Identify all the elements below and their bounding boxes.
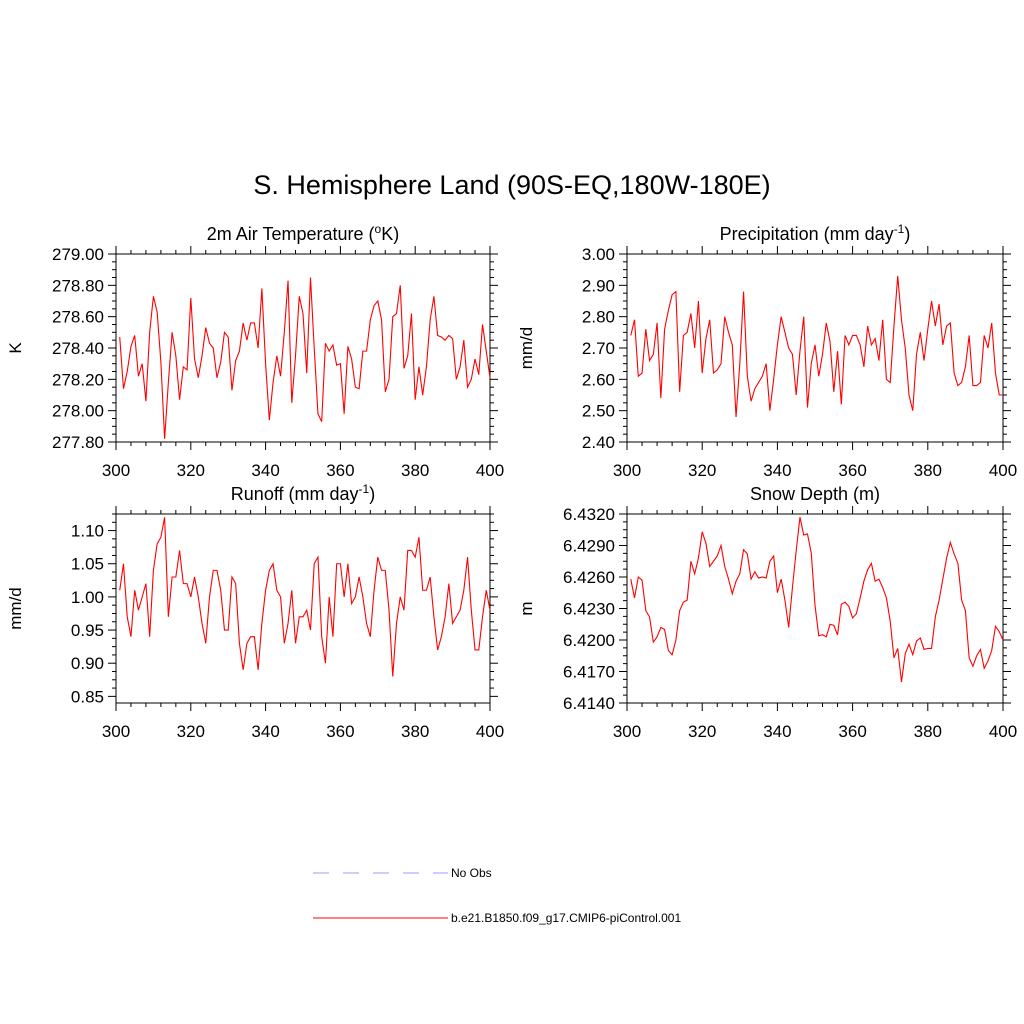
- precipitation-series-line: [630, 275, 1003, 417]
- snow-depth-panel-title-text: Snow Depth (m): [750, 484, 880, 504]
- runoff-panel-title-end: ): [369, 484, 375, 504]
- precipitation-y-tick-label: 2.80: [582, 308, 615, 327]
- runoff-y-tick-label: 1.05: [71, 555, 104, 574]
- precipitation-y-tick-label: 2.60: [582, 370, 615, 389]
- precipitation-x-tick-label: 380: [914, 461, 942, 480]
- figure-title: S. Hemisphere Land (90S-EQ,180W-180E): [253, 170, 771, 200]
- snow-depth-x-tick-label: 400: [989, 722, 1017, 741]
- runoff-x-tick-label: 320: [177, 722, 205, 741]
- precipitation-y-tick-label: 3.00: [582, 245, 615, 264]
- legend-label-model: b.e21.B1850.f09_g17.CMIP6-piControl.001: [451, 911, 681, 925]
- runoff-x-tick-label: 360: [326, 722, 354, 741]
- legend: No Obs b.e21.B1850.f09_g17.CMIP6-piContr…: [313, 866, 681, 925]
- runoff-x-tick-label: 380: [401, 722, 429, 741]
- precipitation-x-tick-label: 320: [688, 461, 716, 480]
- snow-depth-series-line: [630, 517, 1004, 683]
- temperature-y-tick-label: 279.00: [52, 245, 104, 264]
- precipitation-y-tick-label: 2.50: [582, 402, 615, 421]
- snow-depth-y-tick-label: 6.4140: [563, 694, 615, 713]
- precipitation-y-tick-label: 2.40: [582, 433, 615, 452]
- precipitation-panel-title-superscript: -1: [894, 222, 905, 236]
- precipitation-x-tick-label: 300: [613, 461, 641, 480]
- temperature-panel-title-text: 2m Air Temperature (: [207, 224, 375, 244]
- temperature-y-tick-label: 278.80: [52, 276, 104, 295]
- legend-label-no-obs: No Obs: [451, 866, 492, 880]
- snow-depth-y-tick-label: 6.4320: [563, 505, 615, 524]
- temperature-y-axis-label: K: [6, 342, 25, 354]
- precipitation-x-tick-label: 360: [838, 461, 866, 480]
- temperature-panel-title: 2m Air Temperature (oK): [207, 222, 399, 244]
- snow-depth-x-tick-label: 320: [688, 722, 716, 741]
- runoff-y-tick-label: 1.10: [71, 522, 104, 541]
- runoff-y-tick-label: 1.00: [71, 588, 104, 607]
- snow-depth-panel: 300 320 340 360 380 400 6.4140 6.4170 6.4200 6.42…: [517, 484, 1017, 741]
- precipitation-y-tick-label: 2.90: [582, 276, 615, 295]
- snow-depth-y-tick-label: 6.4200: [563, 631, 615, 650]
- snow-depth-panel-title: Snow Depth (m): [750, 484, 880, 504]
- runoff-x-tick-label: 400: [476, 722, 504, 741]
- temperature-x-tick-label: 320: [177, 461, 205, 480]
- temperature-x-tick-label: 300: [102, 461, 130, 480]
- temperature-x-tick-label: 360: [326, 461, 354, 480]
- runoff-panel-title-text: Runoff (mm day: [231, 484, 359, 504]
- runoff-x-tick-label: 340: [251, 722, 279, 741]
- precipitation-panel-title-text: Precipitation (mm day: [720, 224, 894, 244]
- temperature-y-tick-label: 278.40: [52, 339, 104, 358]
- temperature-series-line: [119, 277, 491, 439]
- precipitation-x-tick-label: 400: [989, 461, 1017, 480]
- temperature-y-tick-label: 278.00: [52, 402, 104, 421]
- precipitation-panel: 300 320 340 360 380 400 2.40 2.50 2.60 2.70 2.80 2.…: [517, 222, 1017, 480]
- precipitation-panel-title-end: ): [904, 224, 910, 244]
- precipitation-y-axis-label: mm/d: [517, 327, 536, 370]
- temperature-x-tick-label: 380: [401, 461, 429, 480]
- runoff-y-tick-label: 0.95: [71, 621, 104, 640]
- runoff-panel-title-superscript: -1: [359, 482, 370, 496]
- runoff-y-axis-label: mm/d: [6, 587, 25, 630]
- runoff-y-tick-label: 0.85: [71, 687, 104, 706]
- snow-depth-y-tick-label: 6.4170: [563, 663, 615, 682]
- temperature-x-tick-label: 400: [476, 461, 504, 480]
- snow-depth-y-tick-label: 6.4260: [563, 568, 615, 587]
- snow-depth-y-tick-label: 6.4230: [563, 600, 615, 619]
- temperature-y-tick-label: 277.80: [52, 433, 104, 452]
- snow-depth-x-tick-label: 300: [613, 722, 641, 741]
- snow-depth-x-tick-label: 340: [763, 722, 791, 741]
- snow-depth-y-axis-label: m: [517, 601, 536, 615]
- temperature-panel-title-end: K): [381, 224, 399, 244]
- precipitation-y-tick-label: 2.70: [582, 339, 615, 358]
- precipitation-x-tick-label: 340: [763, 461, 791, 480]
- snow-depth-x-tick-label: 380: [914, 722, 942, 741]
- runoff-x-tick-label: 300: [102, 722, 130, 741]
- temperature-plot-frame: [115, 253, 491, 443]
- temperature-x-tick-label: 340: [251, 461, 279, 480]
- runoff-series-line: [119, 517, 491, 677]
- temperature-y-tick-label: 278.20: [52, 370, 104, 389]
- temperature-panel-title-superscript: o: [375, 222, 382, 236]
- precipitation-panel-title: Precipitation (mm day-1): [720, 222, 911, 244]
- runoff-plot-frame: [115, 513, 491, 704]
- snow-depth-y-tick-label: 6.4290: [563, 537, 615, 556]
- runoff-panel-title: Runoff (mm day-1): [231, 482, 375, 504]
- snow-depth-x-tick-label: 360: [838, 722, 866, 741]
- runoff-panel: 300 320 340 360 380 400 0.85 0.90 0.95 1.00 1.05 1.…: [6, 482, 504, 741]
- temperature-y-tick-label: 278.60: [52, 308, 104, 327]
- runoff-y-tick-label: 0.90: [71, 654, 104, 673]
- temperature-panel: 300 320 340 360 380 400 277.80 278.00 278.20 278.…: [6, 222, 504, 480]
